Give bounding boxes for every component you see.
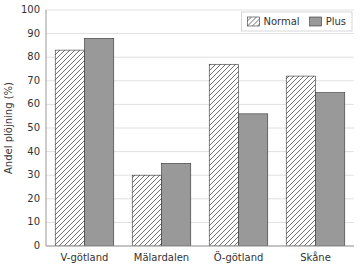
grid-line	[46, 33, 354, 34]
bar	[55, 50, 84, 246]
grid	[46, 10, 354, 246]
y-tick-label: 10	[27, 216, 40, 227]
legend-swatch	[247, 17, 259, 26]
y-tick-label: 80	[27, 51, 40, 62]
y-tick-label: 0	[34, 240, 40, 251]
x-tick-label: Mälardalen	[134, 252, 189, 263]
y-tick-label: 40	[27, 146, 40, 157]
x-tick-label: V-götland	[61, 252, 109, 263]
y-tick-label: 100	[21, 4, 40, 15]
bar	[239, 114, 268, 246]
chart: 0 10 20 30 40 50 60 70 80 90 100 V-götland Mälardale…	[0, 0, 364, 274]
legend-frame	[241, 12, 352, 31]
chart-container: 0 10 20 30 40 50 60 70 80 90 100 V-götland Mälardale…	[0, 0, 364, 274]
bar	[162, 163, 191, 246]
bar	[85, 38, 114, 246]
bar	[316, 93, 345, 246]
grid-line	[46, 246, 354, 247]
y-tick-label: 70	[27, 75, 40, 86]
bar	[286, 76, 315, 246]
x-tick-label: Skåne	[300, 251, 331, 263]
x-axis-line	[46, 246, 354, 247]
grid-line	[46, 10, 354, 11]
y-tick-label: 50	[27, 122, 40, 133]
y-tick-label: 30	[27, 169, 40, 180]
y-tick-label: 20	[27, 193, 40, 204]
y-axis-line	[46, 10, 47, 246]
bar	[209, 64, 238, 246]
legend-swatch	[310, 17, 322, 26]
legend-label: Normal	[263, 16, 299, 27]
legend-label: Plus	[326, 16, 346, 27]
legend: Normal Plus	[241, 12, 352, 31]
y-axis-label: Andel plöjning (%)	[3, 82, 14, 174]
x-tick-label: Ö-götland	[214, 251, 264, 263]
bar	[132, 175, 161, 246]
bars	[55, 38, 345, 246]
y-tick-label: 60	[27, 98, 40, 109]
y-tick-label: 90	[27, 28, 40, 39]
